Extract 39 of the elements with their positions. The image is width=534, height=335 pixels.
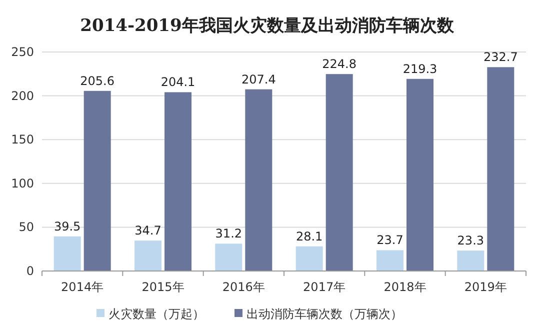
bar (245, 89, 272, 271)
bar (164, 92, 192, 271)
bar (296, 246, 323, 271)
x-tick-label: 2018年 (384, 280, 426, 294)
data-label: 39.5 (54, 219, 81, 234)
y-tick-label: 0 (26, 264, 34, 278)
legend-label: 火灾数量（万起） (108, 307, 204, 321)
bar (376, 250, 404, 271)
y-tick-label: 150 (11, 132, 34, 147)
bar (215, 244, 242, 271)
bar (84, 90, 111, 271)
data-label: 205.6 (80, 74, 115, 88)
data-label: 23.3 (457, 234, 484, 248)
y-tick-label: 50 (18, 220, 34, 234)
bar (457, 250, 484, 271)
bar (54, 236, 81, 271)
x-tick-label: 2019年 (464, 280, 507, 294)
data-label: 34.7 (134, 224, 162, 238)
bar (487, 67, 514, 271)
x-tick-label: 2015年 (142, 280, 184, 294)
x-tick-label: 2014年 (61, 280, 104, 294)
data-label: 224.8 (322, 57, 357, 72)
x-tick-label: 2016年 (222, 280, 265, 294)
data-label: 219.3 (402, 62, 438, 76)
y-tick-label: 250 (11, 45, 34, 59)
bar (134, 240, 162, 271)
bar (406, 78, 434, 271)
y-tick-label: 200 (11, 88, 34, 103)
data-label: 31.2 (215, 226, 242, 241)
chart-title: 2014-2019年我国火灾数量及出动消防车辆次数 (80, 16, 455, 36)
data-label: 204.1 (160, 75, 196, 90)
data-label: 23.7 (376, 233, 404, 248)
data-label: 232.7 (483, 50, 518, 64)
bar (326, 74, 353, 271)
legend-label: 出动消防车辆次数（万辆次） (246, 307, 402, 321)
data-label: 28.1 (296, 229, 323, 244)
data-label: 207.4 (241, 72, 276, 86)
y-tick-label: 100 (11, 176, 34, 190)
x-tick-label: 2017年 (303, 280, 346, 294)
